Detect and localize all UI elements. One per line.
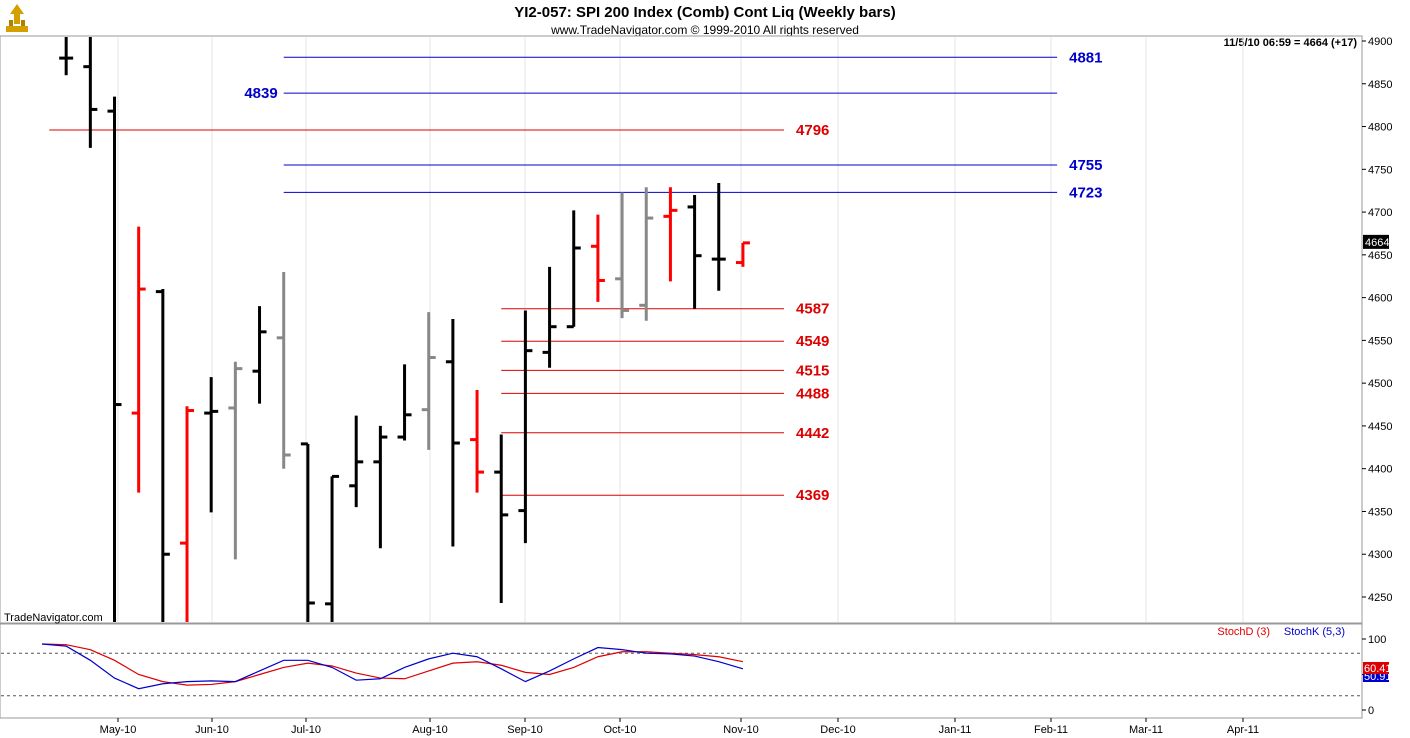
level-label-4755: 4755 — [1069, 157, 1102, 174]
ohlc-bar — [131, 226, 146, 493]
ohlc-bar — [542, 266, 557, 368]
ohlc-bar — [276, 271, 291, 469]
chart-title: YI2-057: SPI 200 Index (Comb) Cont Liq (… — [514, 4, 895, 21]
price-tick-label: 4600 — [1368, 293, 1392, 305]
time-tick-label: Jul-10 — [291, 724, 321, 736]
ohlc-bar — [518, 310, 533, 544]
ohlc-bar — [615, 192, 630, 319]
time-tick-label: Aug-10 — [412, 724, 447, 736]
price-axis: 4900 4850 4800 4750 4700 4650 4600 4550 4500 4450… — [1362, 36, 1392, 604]
price-tick-label: 4450 — [1368, 421, 1392, 433]
price-tick-label: 4850 — [1368, 79, 1392, 91]
price-tick-label: 4350 — [1368, 506, 1392, 518]
ohlc-bar — [711, 182, 726, 291]
level-label-4515: 4515 — [796, 362, 829, 379]
level-label-4796: 4796 — [796, 122, 829, 139]
ohlc-bar — [180, 406, 195, 622]
ohlc-bar — [663, 187, 678, 282]
trade-navigator-logo-icon — [2, 1, 32, 35]
ohlc-bar — [349, 415, 364, 508]
stoch-d-value: 60.41 — [1364, 663, 1392, 675]
ohlc-bar — [735, 241, 750, 267]
chart-subtitle: www.TradeNavigator.com © 1999-2010 All r… — [550, 23, 859, 37]
time-tick-label: Dec-10 — [820, 724, 855, 736]
level-label-4587: 4587 — [796, 301, 829, 318]
time-tick-label: Mar-11 — [1129, 724, 1163, 736]
time-tick-label: Sep-10 — [507, 724, 542, 736]
time-tick-label: Jan-11 — [939, 724, 972, 736]
level-label-4488: 4488 — [796, 385, 829, 402]
ohlc-bar — [470, 389, 485, 493]
levels-layer: 4881 4839 4796 4755 4723 4587 4549 4515 4488 4442… — [49, 49, 1103, 504]
last-price-tag: 4664 — [1363, 234, 1389, 249]
stoch-value-tags: 50.91 60.41 — [1363, 662, 1392, 683]
quote-readout: 11/5/10 06:59 = 4664 (+17) — [1224, 37, 1358, 49]
legend-stoch-k: StochK (5,3) — [1284, 626, 1345, 638]
price-tick-label: 4750 — [1368, 164, 1392, 176]
price-tick-label: 4800 — [1368, 122, 1392, 134]
stoch-tick-label: 0 — [1368, 705, 1374, 717]
watermark-text: TradeNavigator.com — [4, 612, 103, 624]
time-tick-label: Feb-11 — [1034, 724, 1068, 736]
ohlc-bar — [252, 306, 267, 404]
legend-stoch-d: StochD (3) — [1217, 626, 1270, 638]
ohlc-bar — [204, 377, 219, 513]
last-price-label: 4664 — [1365, 237, 1389, 249]
stochastic-grid — [1, 652, 1361, 697]
level-label-4369: 4369 — [796, 487, 829, 504]
ohlc-bar — [107, 96, 122, 622]
ohlc-bar — [300, 442, 315, 622]
ohlc-bar — [639, 187, 654, 321]
ohlc-bar — [590, 214, 605, 302]
stoch-series-k — [41, 643, 744, 690]
ohlc-bar — [373, 425, 388, 549]
stochastic-lines-layer — [41, 643, 744, 690]
ohlc-bar — [494, 434, 509, 603]
bars-layer — [59, 37, 750, 622]
level-label-4881: 4881 — [1069, 49, 1102, 66]
time-tick-label: Oct-10 — [603, 724, 636, 736]
price-panel-frame — [0, 35, 1363, 624]
level-label-4549: 4549 — [796, 333, 829, 350]
price-tick-label: 4550 — [1368, 335, 1392, 347]
price-tick-label: 4400 — [1368, 464, 1392, 476]
ohlc-bar — [421, 312, 436, 450]
ohlc-bar — [228, 361, 243, 560]
price-grid — [117, 37, 1244, 622]
price-tick-label: 4900 — [1368, 36, 1392, 48]
price-tick-label: 4250 — [1368, 592, 1392, 604]
stochastic-panel-frame — [0, 623, 1363, 719]
price-tick-label: 4300 — [1368, 549, 1392, 561]
time-axis: May-10 Jun-10 Jul-10 Aug-10 Sep-10 Oct-10 Nov-… — [100, 718, 1259, 736]
ohlc-bar — [325, 474, 340, 622]
time-tick-label: Nov-10 — [723, 724, 758, 736]
level-label-4839: 4839 — [244, 85, 277, 102]
time-tick-label: Apr-11 — [1227, 724, 1259, 736]
ohlc-bar — [397, 364, 412, 441]
price-tick-label: 4500 — [1368, 378, 1392, 390]
level-label-4723: 4723 — [1069, 184, 1102, 201]
ohlc-bar — [155, 289, 170, 622]
ohlc-bar — [83, 37, 98, 148]
level-label-4442: 4442 — [796, 425, 829, 442]
ohlc-bar — [59, 37, 74, 76]
price-tick-label: 4700 — [1368, 207, 1392, 219]
time-tick-label: Jun-10 — [195, 724, 229, 736]
time-tick-label: May-10 — [100, 724, 137, 736]
price-tick-label: 4650 — [1368, 250, 1392, 262]
stoch-d-value-box — [1363, 662, 1389, 674]
ohlc-bar — [687, 194, 702, 309]
ohlc-bar — [566, 210, 581, 329]
ohlc-bar — [445, 319, 460, 547]
stoch-series-d — [41, 643, 744, 686]
stoch-tick-label: 100 — [1368, 634, 1386, 646]
